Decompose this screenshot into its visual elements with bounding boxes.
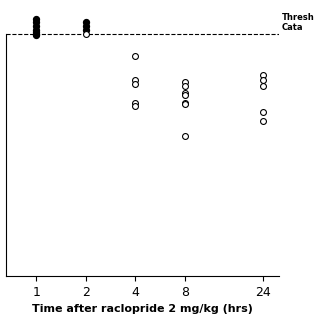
Point (133, 100, 138, 105)
Point (261, 109, 266, 115)
Point (34, 31, 39, 36)
Point (34, 24, 39, 29)
Point (133, 104, 138, 109)
Point (182, 100, 188, 105)
Point (182, 134, 188, 139)
Point (182, 91, 188, 96)
Point (133, 53, 138, 59)
Point (182, 92, 188, 98)
Point (261, 83, 266, 88)
Text: Thresh
Cata: Thresh Cata (282, 13, 315, 32)
Point (83, 27, 88, 32)
Point (182, 102, 188, 107)
Point (261, 78, 266, 83)
Point (182, 83, 188, 88)
X-axis label: Time after raclopride 2 mg/kg (hrs): Time after raclopride 2 mg/kg (hrs) (32, 304, 253, 315)
Point (83, 24, 88, 29)
Point (34, 33, 39, 38)
Point (83, 20, 88, 25)
Point (34, 16, 39, 21)
Point (182, 79, 188, 84)
Point (34, 20, 39, 25)
Point (83, 31, 88, 36)
Point (34, 27, 39, 32)
Point (34, 29, 39, 34)
Point (133, 78, 138, 83)
Point (133, 81, 138, 86)
Point (261, 119, 266, 124)
Point (261, 72, 266, 77)
